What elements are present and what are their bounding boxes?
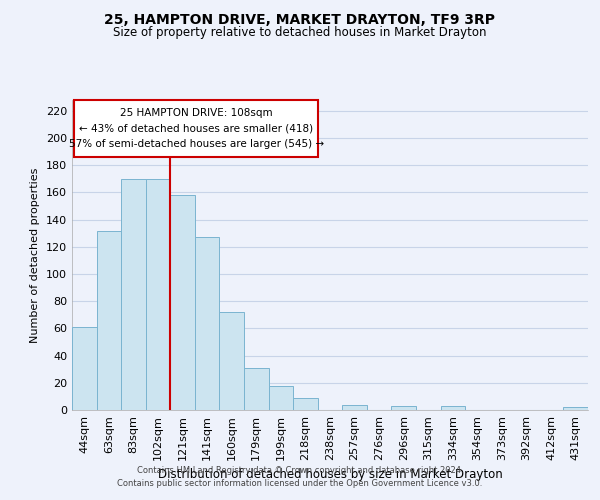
Bar [342, 404, 367, 410]
Y-axis label: Number of detached properties: Number of detached properties [31, 168, 40, 342]
Bar [195, 238, 220, 410]
Bar [121, 179, 146, 410]
Bar [563, 408, 588, 410]
Bar [244, 368, 269, 410]
Bar [220, 312, 244, 410]
Bar [391, 406, 416, 410]
Bar [72, 327, 97, 410]
Text: 25 HAMPTON DRIVE: 108sqm
← 43% of detached houses are smaller (418)
57% of semi-: 25 HAMPTON DRIVE: 108sqm ← 43% of detach… [68, 108, 323, 149]
Bar [97, 230, 121, 410]
Text: Contains HM Land Registry data © Crown copyright and database right 2024.
Contai: Contains HM Land Registry data © Crown c… [118, 466, 482, 487]
X-axis label: Distribution of detached houses by size in Market Drayton: Distribution of detached houses by size … [158, 468, 502, 481]
Bar [269, 386, 293, 410]
Bar [74, 100, 318, 157]
Bar [146, 179, 170, 410]
Bar [440, 406, 465, 410]
Bar [293, 398, 318, 410]
Bar [170, 195, 195, 410]
Text: 25, HAMPTON DRIVE, MARKET DRAYTON, TF9 3RP: 25, HAMPTON DRIVE, MARKET DRAYTON, TF9 3… [104, 12, 496, 26]
Text: Size of property relative to detached houses in Market Drayton: Size of property relative to detached ho… [113, 26, 487, 39]
